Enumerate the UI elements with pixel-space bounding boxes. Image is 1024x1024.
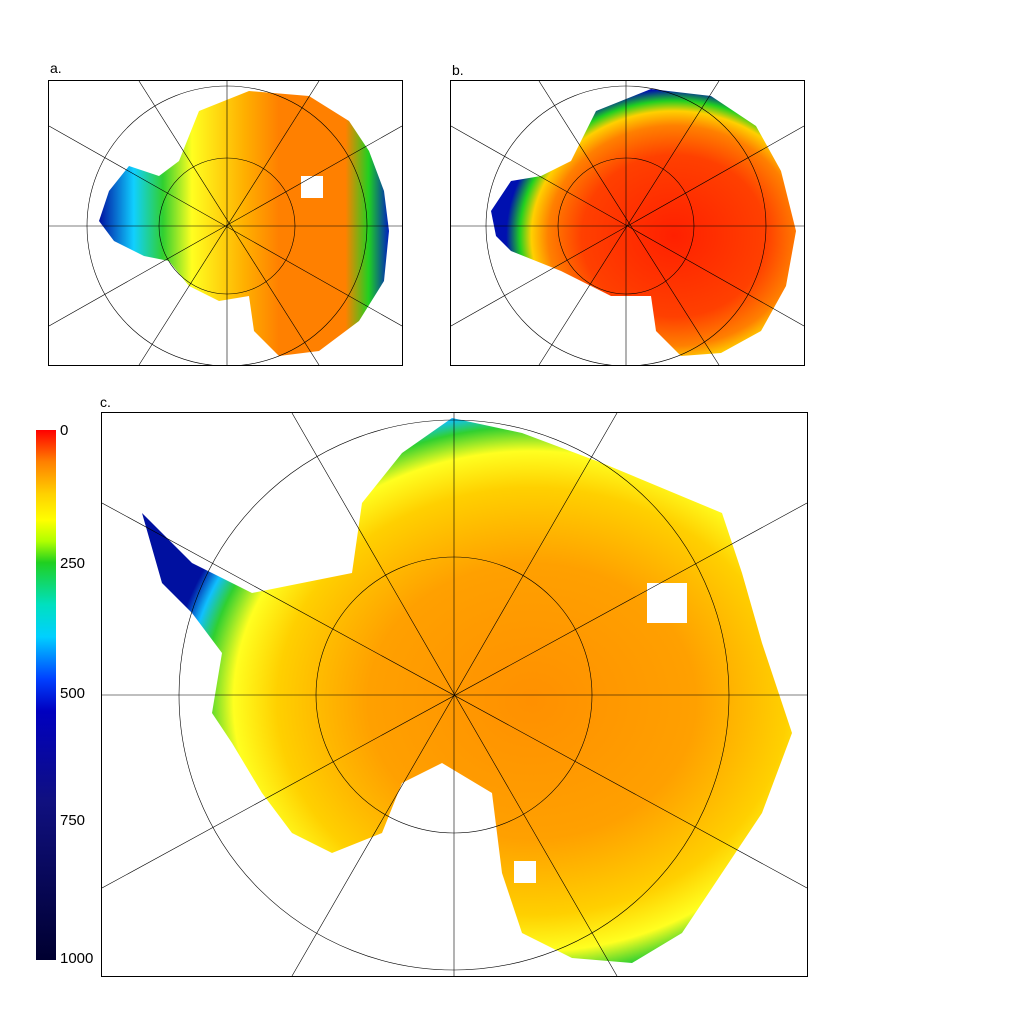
colorbar-tick-250: 250 bbox=[60, 555, 86, 572]
colorbar-tick-1000: 1000 bbox=[60, 950, 94, 967]
antarctica-shape-b bbox=[491, 89, 796, 356]
colorbar-tick-0: 0 bbox=[60, 422, 69, 439]
colorbar-tick-500: 500 bbox=[60, 685, 86, 702]
colorbar-tick-750: 750 bbox=[60, 812, 86, 829]
map-panel-c bbox=[101, 412, 808, 977]
colorbar bbox=[36, 430, 56, 960]
antarctica-shape-c bbox=[142, 418, 792, 963]
panel-b-label: b. bbox=[452, 62, 464, 78]
panel-a-label: a. bbox=[50, 60, 62, 76]
antarctica-shape-a bbox=[99, 91, 389, 356]
panel-c-label: c. bbox=[100, 394, 111, 410]
map-panel-b bbox=[450, 80, 805, 366]
map-panel-a bbox=[48, 80, 403, 366]
